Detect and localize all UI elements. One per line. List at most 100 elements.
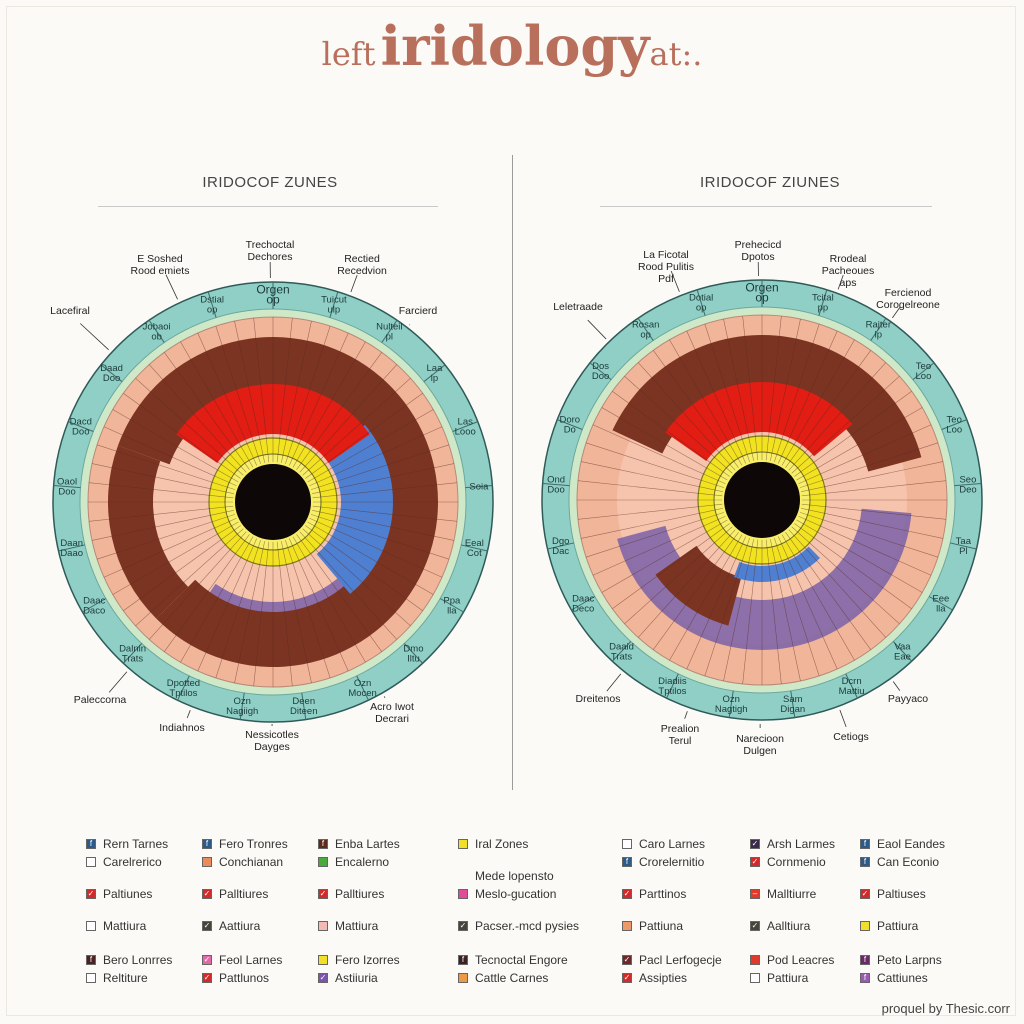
ring-sector-divider — [100, 364, 123, 383]
ring-sector-divider — [845, 673, 858, 699]
zone-ring-label: Dalnin Trats — [119, 643, 146, 664]
zone-ring-label: Sam Digan — [780, 694, 805, 715]
zone-ring-label: Ozn Nagiigh — [226, 696, 258, 717]
iris-fibre-line — [585, 512, 725, 558]
legend-swatch — [750, 955, 760, 965]
legend-item: ✓ Aattiura — [202, 918, 260, 934]
legend-label: Pattiura — [767, 971, 809, 985]
zone-ring-label: Dcrn Mattiu — [839, 676, 865, 697]
iris-fibre-line — [312, 505, 458, 522]
legend-item: – Malltiurre — [750, 886, 816, 902]
purple-zone — [617, 508, 912, 650]
iris-fibre-line — [580, 508, 723, 539]
callout-leader-line — [684, 711, 688, 719]
legend-swatch — [318, 921, 328, 931]
iris-fibre-line — [148, 364, 247, 473]
right-panel-title: IRIDOCOF ZIUNES — [699, 174, 840, 191]
legend-label: Palltiures — [219, 887, 269, 901]
legend-item: ✓ Arsh Larmes — [750, 836, 835, 852]
legend-swatch: f — [86, 955, 96, 965]
page-title: left iridologyat:. — [0, 14, 1024, 78]
legend-label: Mede lopensto — [475, 869, 554, 883]
ring-sector-divider — [122, 643, 143, 664]
iris-fibre-line — [785, 350, 871, 468]
iris-fibre-line — [215, 325, 261, 465]
iris-fibre-line — [765, 539, 782, 685]
ring-sector-divider — [611, 641, 632, 662]
legend-label: Pattlunos — [219, 971, 270, 985]
iris-fibre-line — [788, 529, 887, 638]
legend-label: Crorelernitio — [639, 855, 705, 869]
legend-item: Carelrerico — [86, 854, 162, 870]
callout-leader-line — [383, 696, 386, 699]
legend-item: Conchianan — [202, 854, 283, 870]
legend-label: Palltiures — [335, 887, 385, 901]
iris-fibre-line — [296, 352, 382, 470]
legend-item: ✓ Palltiures — [318, 886, 384, 902]
ring-sector-divider — [928, 596, 953, 611]
iris-fibre-line — [796, 407, 923, 481]
iris-fibre-line — [785, 532, 871, 650]
legend-swatch: ✓ — [860, 889, 870, 899]
iris-fibre-line — [148, 531, 247, 640]
iris-fibre-line — [281, 320, 312, 463]
organ-callout-label: Fercienod Corogelreone — [876, 287, 940, 311]
legend-item: Fero Izorres — [318, 952, 400, 968]
legend-label: Aattiura — [219, 919, 261, 933]
legend-swatch — [458, 973, 468, 983]
iris-fibre-line — [669, 339, 743, 466]
legend-label: Can Econio — [877, 855, 940, 869]
legend-item: f Eaol Eandes — [860, 836, 945, 852]
title-suffix: at:. — [649, 35, 703, 73]
iris-fibre-line — [774, 537, 820, 677]
ring-sector-divider — [557, 419, 583, 430]
legend-item: Iral Zones — [458, 836, 528, 852]
ring-sector-divider — [403, 643, 424, 664]
organ-callout-label: Rectied Recedvion — [337, 253, 387, 277]
ring-sector-divider — [696, 289, 706, 316]
legend-swatch: f — [860, 839, 870, 849]
zone-ring-label: Daan Daao — [60, 538, 83, 559]
iris-fibre-line — [164, 534, 250, 652]
legend-swatch: ✓ — [622, 955, 632, 965]
ring-sector-divider — [148, 319, 165, 343]
iris-fibre-line — [798, 424, 932, 485]
iris-fibre-line — [91, 463, 234, 494]
iris-fibre-line — [88, 505, 234, 522]
legend-swatch — [458, 839, 468, 849]
iris-fibre-line — [704, 537, 750, 677]
organ-callout-label: Indiahnos — [159, 722, 205, 734]
legend-label: Bero Lonrres — [103, 953, 173, 967]
callout-leader-line — [587, 319, 607, 340]
organ-callout-label: Lacefiral — [50, 305, 90, 317]
legend-label: Parttinos — [639, 887, 687, 901]
iris-fibre-line — [96, 444, 236, 490]
title-main: iridology — [380, 14, 650, 78]
iris-fibre-line — [234, 541, 265, 684]
organ-callout-label: Dreitenos — [576, 693, 621, 705]
iris-fibre-line — [796, 519, 923, 593]
legend-swatch — [318, 857, 328, 867]
zone-ring-label: Daac Deco — [572, 593, 594, 614]
iris-fibre-line — [791, 526, 900, 625]
callout-leader-line — [186, 710, 191, 719]
ring-sector-divider — [177, 675, 190, 701]
iris-fibre-line — [637, 362, 736, 471]
legend-swatch: ✓ — [458, 921, 468, 931]
zone-ring-label: Dotial op — [689, 293, 713, 314]
zone-ring-label: Orgen op — [256, 283, 289, 307]
zone-ring-label: Las Looo — [455, 417, 476, 438]
iris-fibre-line — [307, 409, 434, 483]
callout-leader-line — [839, 709, 847, 728]
iris-fibre-line — [791, 375, 900, 474]
organ-callout-label: Acro Iwot Decrari — [370, 701, 414, 725]
zone-ring-label: Oaol Doo — [57, 477, 77, 498]
legend-item: Mattiura — [318, 918, 378, 934]
zone-ring-label: Orgen op — [745, 281, 778, 305]
iris-fibre-line — [307, 521, 434, 595]
right-panel-rule — [600, 206, 932, 207]
iris-fibre-line — [799, 512, 939, 558]
zone-ring-label: Jobaoi ob — [143, 321, 171, 342]
callout-leader-line — [837, 275, 844, 290]
legend-item: Encalerno — [318, 854, 389, 870]
